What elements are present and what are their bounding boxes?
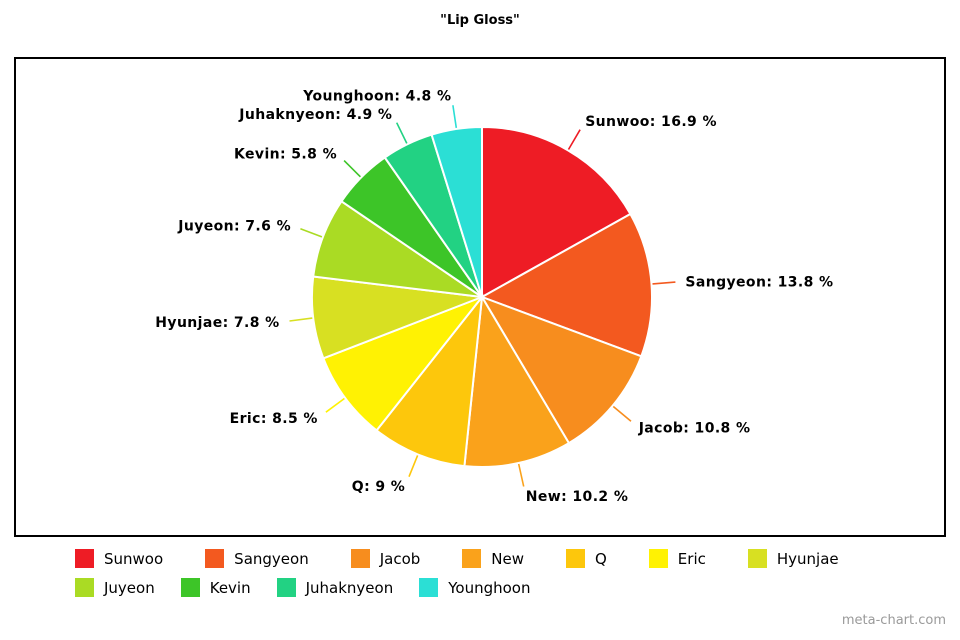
legend-label: New [491, 549, 524, 568]
pie-slice-q[interactable] [375, 293, 484, 468]
label-leader-line-new [517, 463, 525, 487]
legend-label: Sangyeon [234, 549, 309, 568]
legend-swatch-juhaknyeon [276, 578, 296, 597]
slice-label-hyunjae: Hyunjae: 7.8 % [155, 315, 279, 331]
label-leader-line-q [408, 455, 419, 477]
label-leader-line-juhaknyeon [395, 122, 408, 144]
legend-item-sunwoo[interactable]: Sunwoo [75, 549, 163, 568]
legend-label: Juyeon [104, 578, 155, 597]
chart-plot-area: Sunwoo: 16.9 % Sangyeon: 13.8 % Jacob: 10.… [14, 57, 946, 537]
legend-swatch-q [565, 549, 585, 568]
label-leader-line-sangyeon [652, 281, 676, 285]
legend-row-2: Juyeon Kevin Juhaknyeon Younghoon [75, 578, 945, 597]
legend-swatch-sangyeon [205, 549, 225, 568]
label-leader-line-younghoon [452, 105, 458, 129]
pie-slice-eric[interactable] [322, 294, 486, 432]
legend-item-juyeon[interactable]: Juyeon [75, 578, 155, 597]
pie-slice-jacob[interactable] [479, 295, 643, 445]
legend-label: Q [594, 549, 607, 568]
legend-swatch-younghoon [419, 578, 439, 597]
legend-item-juhaknyeon[interactable]: Juhaknyeon [276, 578, 394, 597]
label-leader-line-sunwoo [567, 129, 581, 150]
legend-label: Hyunjae [776, 549, 839, 568]
pie-slice-sangyeon[interactable] [479, 212, 653, 358]
legend-swatch-jacob [350, 549, 370, 568]
slice-label-new: New: 10.2 % [526, 489, 628, 505]
legend-label: Eric [677, 549, 706, 568]
legend-swatch-sunwoo [75, 549, 94, 568]
legend-item-hyunjae[interactable]: Hyunjae [747, 549, 839, 568]
legend-item-eric[interactable]: Eric [648, 549, 706, 568]
legend-item-q[interactable]: Q [565, 549, 607, 568]
pie-slice-new[interactable] [463, 293, 571, 468]
slice-label-kevin: Kevin: 5.8 % [234, 147, 337, 163]
legend-label: Juhaknyeon [305, 578, 394, 597]
slice-label-juhaknyeon: Juhaknyeon: 4.9 % [238, 107, 392, 123]
legend-label: Jacob [379, 549, 421, 568]
slice-label-jacob: Jacob: 10.8 % [638, 421, 751, 437]
legend-item-jacob[interactable]: Jacob [350, 549, 421, 568]
label-leader-line-hyunjae [289, 317, 313, 322]
legend-swatch-juyeon [75, 578, 94, 597]
legend-swatch-kevin [180, 578, 200, 597]
slice-label-eric: Eric: 8.5 % [230, 411, 318, 427]
pie-slice-younghoon[interactable] [430, 125, 483, 298]
pie-chart: Sunwoo: 16.9 % Sangyeon: 13.8 % Jacob: 10.… [155, 88, 833, 505]
slice-label-younghoon: Younghoon: 4.8 % [302, 88, 451, 104]
chart-title: "Lip Gloss" [440, 13, 520, 28]
slice-label-sunwoo: Sunwoo: 16.9 % [585, 114, 717, 130]
legend-item-younghoon[interactable]: Younghoon [419, 578, 531, 597]
legend-swatch-eric [648, 549, 668, 568]
legend-item-new[interactable]: New [462, 549, 524, 568]
label-leader-line-juyeon [300, 228, 323, 238]
label-leader-line-kevin [343, 160, 361, 178]
legend-label: Kevin [209, 578, 251, 597]
slice-label-juyeon: Juyeon: 7.6 % [177, 218, 291, 234]
label-leader-line-eric [325, 397, 345, 413]
pie-slice-sunwoo[interactable] [481, 125, 632, 299]
legend-swatch-new [462, 549, 482, 568]
legend-item-kevin[interactable]: Kevin [180, 578, 251, 597]
legend-item-sangyeon[interactable]: Sangyeon [205, 549, 309, 568]
legend-swatch-hyunjae [747, 549, 767, 568]
slice-label-q: Q: 9 % [352, 479, 405, 495]
label-leader-line-jacob [612, 405, 632, 422]
chart-legend: Sunwoo Sangyeon Jacob New Q Eric Hyunjae Juyeon… [75, 549, 945, 607]
slice-label-sangyeon: Sangyeon: 13.8 % [685, 274, 833, 290]
legend-row-1: Sunwoo Sangyeon Jacob New Q Eric Hyunjae [75, 549, 945, 568]
watermark: meta-chart.com [841, 613, 946, 628]
legend-label: Sunwoo [104, 549, 164, 568]
legend-label: Younghoon [448, 578, 531, 597]
